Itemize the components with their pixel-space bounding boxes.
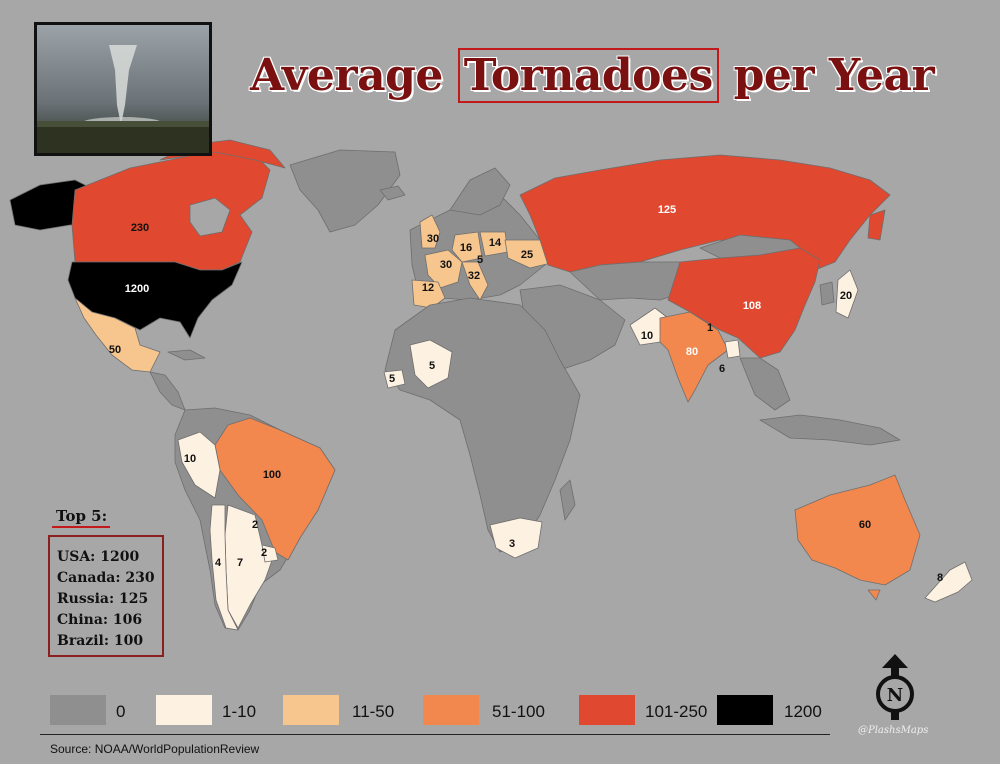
region-russia	[519, 154, 891, 273]
region-korea	[819, 281, 835, 306]
label-uruguay: 2	[261, 547, 267, 559]
region-uruguay	[261, 544, 279, 563]
legend-swatch-1200	[717, 695, 773, 725]
region-bangladesh	[724, 339, 741, 359]
region-iceland	[379, 185, 406, 201]
region-mali	[409, 339, 453, 389]
label-japan: 20	[840, 290, 852, 302]
legend-label-51-100: 51-100	[492, 702, 545, 721]
region-spain	[411, 279, 446, 309]
region-france	[424, 249, 463, 289]
region-italy	[461, 261, 489, 301]
legend-label-101-250: 101-250	[645, 702, 708, 721]
label-senegal: 5	[389, 373, 395, 385]
region-japan	[835, 269, 859, 319]
label-canada: 230	[131, 222, 149, 234]
region-central-america	[149, 371, 186, 411]
label-chile: 4	[215, 557, 222, 569]
legend-label-11-50: 11-50	[352, 702, 395, 721]
top5-heading: Top 5:	[56, 507, 108, 525]
legend-swatch-101-250	[579, 695, 635, 725]
label-usa: 1200	[125, 283, 149, 295]
label-nepal: 1	[707, 322, 713, 334]
top5-entry: China: 106	[57, 612, 143, 628]
legend-label-1-10: 1-10	[222, 702, 257, 721]
label-swiss: 5	[477, 254, 483, 266]
region-canada	[71, 149, 271, 271]
label-pakistan: 10	[641, 330, 653, 342]
north-arrow-icon: N	[860, 650, 930, 720]
label-poland: 14	[489, 237, 502, 249]
title-before: Average	[250, 50, 458, 101]
label-bangladesh: 6	[719, 363, 725, 375]
tornado-photo	[34, 22, 212, 156]
label-germany: 16	[460, 242, 472, 254]
label-mali: 5	[429, 360, 435, 372]
region-chile	[209, 504, 239, 631]
region-senegal	[383, 369, 406, 389]
label-china: 108	[743, 300, 761, 312]
legend-swatch-51-100	[423, 695, 479, 725]
top5-entry: USA: 1200	[57, 549, 140, 565]
label-italy: 32	[468, 270, 480, 282]
region-tasmania	[867, 589, 881, 601]
region-mexico	[74, 297, 161, 373]
top5-entry: Canada: 230	[57, 570, 155, 586]
label-australia: 60	[859, 519, 871, 531]
source-note: Source: NOAA/WorldPopulationReview	[50, 742, 260, 756]
region-se-asia	[739, 357, 791, 411]
label-russia: 125	[658, 204, 676, 216]
legend: 0 1-10 11-50 51-100 101-250 1200	[50, 695, 840, 729]
title-after: per Year	[718, 50, 935, 101]
top5-box: USA: 1200 Canada: 230 Russia: 125 China:…	[48, 535, 164, 657]
page-title: Average Tornadoes per Year	[250, 48, 935, 103]
region-caribbean	[167, 349, 206, 361]
region-kamchatka	[867, 209, 886, 241]
region-hudson-bay	[189, 197, 231, 237]
legend-swatch-0	[50, 695, 106, 725]
label-uk: 30	[427, 233, 439, 245]
region-mongolia	[699, 234, 801, 259]
region-scandinavia	[449, 167, 511, 216]
label-new-zealand: 8	[937, 572, 943, 584]
compass-letter: N	[887, 685, 903, 706]
label-south-africa: 3	[509, 538, 515, 550]
label-france: 30	[440, 259, 452, 271]
region-brazil	[214, 417, 336, 561]
legend-label-0: 0	[116, 702, 126, 721]
region-peru	[177, 431, 221, 499]
label-argentina: 7	[237, 557, 243, 569]
region-australia	[794, 474, 921, 586]
credit-watermark: @PlashsMaps	[858, 725, 929, 736]
legend-swatch-1-10	[156, 695, 212, 725]
label-peru: 10	[184, 453, 196, 465]
region-indonesia	[759, 414, 901, 446]
legend-divider	[40, 734, 830, 735]
region-new-zealand	[924, 561, 973, 603]
top5-entry: Brazil: 100	[57, 633, 144, 649]
top5-entry: Russia: 125	[57, 591, 149, 607]
region-south-africa	[489, 517, 543, 559]
legend-swatch-11-50	[283, 695, 339, 725]
label-brazil: 100	[263, 469, 281, 481]
legend-label-1200: 1200	[784, 702, 822, 721]
label-mexico: 50	[109, 344, 121, 356]
label-paraguay: 2	[252, 519, 258, 531]
label-ukraine: 25	[521, 249, 533, 261]
top5-underline	[52, 526, 110, 528]
region-uk	[419, 214, 441, 249]
label-india: 80	[686, 346, 698, 358]
region-india	[659, 311, 729, 403]
label-spain: 12	[422, 282, 434, 294]
title-boxed: Tornadoes	[457, 48, 719, 103]
region-greenland	[289, 149, 401, 233]
region-germany	[451, 231, 483, 263]
region-madagascar	[559, 479, 576, 521]
